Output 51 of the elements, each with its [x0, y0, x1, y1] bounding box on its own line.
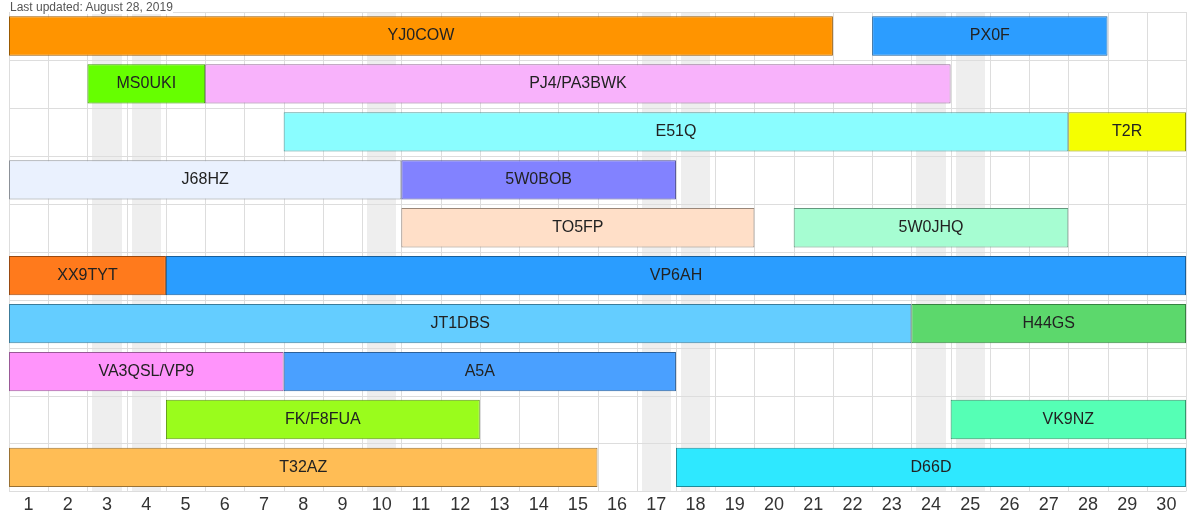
x-tick-label: 16: [607, 494, 628, 515]
series-label: 5W0BOB: [505, 170, 572, 188]
series-label: JT1DBS: [430, 314, 490, 332]
x-tick-label: 27: [1038, 494, 1059, 515]
x-tick-label: 29: [1117, 494, 1138, 515]
series-label: VA3QSL/VP9: [98, 361, 195, 379]
x-tick-label: 26: [999, 494, 1020, 515]
series-label: H44GS: [1022, 314, 1075, 332]
x-tick-label: 4: [141, 494, 152, 515]
series-label: VK9NZ: [1042, 409, 1095, 427]
x-tick-label: 6: [219, 494, 230, 515]
series-label: PX0F: [969, 26, 1011, 44]
x-tick-label: 23: [881, 494, 902, 515]
series-label: FK/F8FUA: [285, 409, 361, 427]
series-label: D66D: [910, 457, 952, 475]
chart-subtitle: Last updated: August 28, 2019: [10, 0, 173, 14]
x-tick-label: 21: [803, 494, 824, 515]
x-tick-label: 11: [411, 494, 431, 515]
x-tick-label: 1: [23, 494, 34, 515]
x-tick-label: 13: [489, 494, 510, 515]
x-tick-label: 8: [298, 494, 309, 515]
x-tick-label: 14: [528, 494, 549, 515]
x-tick-label: 22: [842, 494, 863, 515]
x-tick-label: 2: [62, 494, 73, 515]
series-label: MS0UKI: [116, 74, 177, 92]
series-label: A5A: [464, 361, 496, 379]
series-label: TO5FP: [552, 218, 604, 236]
series-label: YJ0COW: [387, 26, 456, 44]
series-label: J68HZ: [181, 170, 229, 188]
x-tick-label: 24: [920, 494, 941, 515]
x-tick-label: 7: [259, 494, 270, 515]
x-tick-label: 10: [371, 494, 392, 515]
x-tick-label: 20: [764, 494, 785, 515]
x-tick-label: 12: [450, 494, 471, 515]
x-tick-label: 3: [102, 494, 113, 515]
x-tick-label: 25: [960, 494, 981, 515]
series-label: T2R: [1112, 122, 1143, 140]
series-label: PJ4/PA3BWK: [529, 74, 627, 92]
x-tick-label: 5: [180, 494, 191, 515]
series-label: VP6AH: [649, 266, 703, 284]
series-label: 5W0JHQ: [898, 218, 964, 236]
x-tick-label: 15: [567, 494, 588, 515]
series-label: T32AZ: [279, 457, 328, 475]
x-tick-label: 17: [646, 494, 667, 515]
series-label: XX9TYT: [57, 266, 118, 284]
series-label: E51Q: [655, 122, 697, 140]
x-tick-label: 28: [1077, 494, 1098, 515]
x-tick-label: 19: [724, 494, 745, 515]
x-tick-label: 9: [337, 494, 348, 515]
x-tick-label: 18: [685, 494, 706, 515]
x-tick-label: 30: [1156, 494, 1177, 515]
